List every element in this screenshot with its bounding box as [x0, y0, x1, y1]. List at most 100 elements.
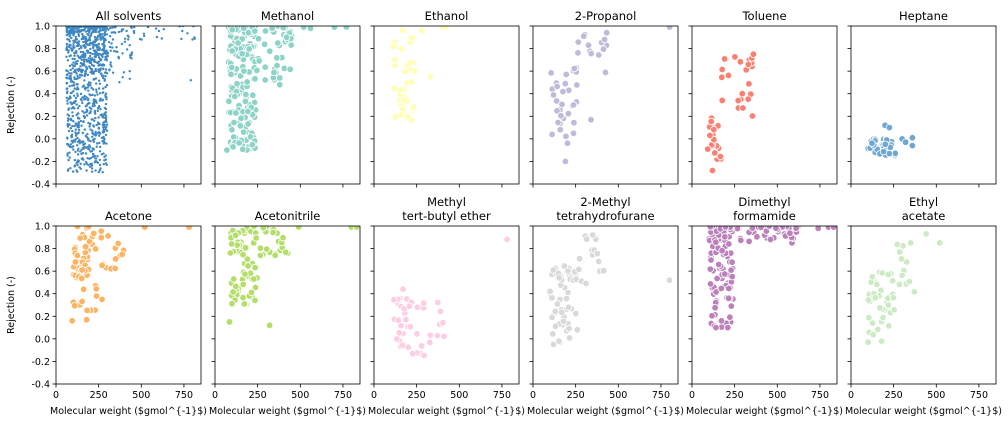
scatter-point	[728, 272, 736, 281]
scatter-point	[575, 265, 583, 274]
scatter-point	[101, 37, 105, 40]
subplot-title: 2-Propanol	[575, 9, 637, 23]
axes-frame	[850, 225, 997, 385]
scatter-point	[103, 45, 106, 48]
scatter-point	[68, 54, 71, 58]
scatter-point	[72, 120, 75, 123]
x-axis-label: Molecular weight ($gmol^{-1}$)	[368, 406, 525, 417]
scatter-point	[72, 61, 75, 64]
scatter-point	[75, 49, 78, 53]
scatter-point	[83, 87, 87, 90]
scatter-point	[72, 44, 75, 47]
scatter-point	[81, 64, 85, 67]
scatter-point	[93, 104, 96, 108]
scatter-point	[238, 50, 246, 58]
scatter-point	[82, 52, 86, 55]
scatter-point	[908, 141, 917, 150]
subplot-title: acetate	[902, 209, 946, 223]
scatter-point	[239, 293, 247, 302]
scatter-point	[76, 140, 80, 143]
scatter-point	[74, 131, 77, 134]
scatter-point	[829, 226, 837, 231]
scatter-point	[250, 275, 258, 283]
scatter-point	[157, 29, 161, 33]
subplot-title: Heptane	[899, 9, 948, 23]
scatter-point	[83, 163, 86, 166]
scatter-point	[234, 39, 242, 47]
scatter-point	[102, 126, 105, 129]
scatter-point	[238, 145, 247, 153]
scatter-point	[256, 251, 265, 260]
scatter-point	[391, 61, 399, 70]
scatter-point	[99, 72, 103, 76]
scatter-point	[71, 170, 75, 173]
scatter-point	[80, 46, 83, 49]
scatter-point	[160, 37, 163, 40]
scatter-point	[79, 150, 82, 153]
scatter-point	[77, 274, 86, 283]
scatter-point	[120, 30, 123, 33]
scatter-point	[434, 298, 442, 307]
scatter-point	[87, 89, 90, 92]
scatter-point	[260, 40, 269, 48]
scatter-point	[65, 45, 69, 48]
scatter-point	[426, 338, 434, 347]
scatter-point	[748, 112, 757, 120]
scatter-point	[94, 169, 97, 172]
scatter-point	[141, 226, 149, 231]
scatter-point	[426, 73, 434, 81]
scatter-point	[569, 129, 578, 137]
scatter-point	[564, 288, 572, 297]
scatter-point	[102, 76, 105, 80]
x-tick-label: 750	[493, 390, 511, 401]
scatter-point	[89, 122, 92, 126]
scatter-point	[68, 64, 72, 68]
scatter-point	[565, 324, 573, 333]
subplot-title: tetrahydrofurane	[556, 209, 654, 223]
scatter-point	[101, 33, 104, 36]
scatter-point	[76, 107, 80, 110]
scatter-point	[89, 150, 92, 153]
scatter-point	[66, 152, 69, 155]
scatter-point	[84, 30, 88, 33]
scatter-point	[271, 251, 279, 260]
scatter-point	[570, 118, 578, 127]
scatter-point	[555, 274, 563, 282]
scatter-point	[97, 134, 101, 137]
scatter-point	[551, 322, 560, 330]
y-tick-label: 0.0	[35, 334, 50, 345]
scatter-point	[76, 86, 79, 89]
scatter-point	[92, 285, 100, 293]
scatter-point	[104, 39, 107, 42]
scatter-point	[103, 106, 107, 110]
scatter-point	[90, 170, 94, 173]
scatter-point	[229, 143, 237, 151]
scatter-point	[104, 162, 108, 165]
scatter-point	[79, 29, 83, 32]
y-tick-label: 1.0	[35, 222, 50, 233]
scatter-point	[100, 58, 103, 61]
scatter-point	[68, 77, 71, 80]
scatter-point	[409, 349, 417, 358]
scatter-point	[79, 61, 83, 65]
scatter-point	[72, 106, 75, 109]
scatter-point	[878, 337, 886, 345]
scatter-point	[397, 45, 406, 53]
scatter-point	[871, 294, 879, 302]
scatter-point	[68, 151, 71, 154]
scatter-point	[584, 41, 593, 49]
scatter-point	[76, 83, 79, 86]
scatter-point	[97, 31, 100, 34]
scatter-point	[180, 37, 183, 41]
scatter-point	[85, 111, 88, 114]
scatter-point	[103, 123, 106, 126]
x-tick-label: 500	[291, 390, 309, 401]
scatter-point	[74, 62, 77, 66]
scatter-point	[885, 123, 894, 132]
scatter-point	[86, 51, 90, 54]
scatter-point	[240, 300, 249, 308]
scatter-point	[78, 297, 86, 306]
scatter-point	[154, 27, 158, 30]
scatter-point	[65, 82, 68, 85]
scatter-point	[555, 337, 563, 345]
